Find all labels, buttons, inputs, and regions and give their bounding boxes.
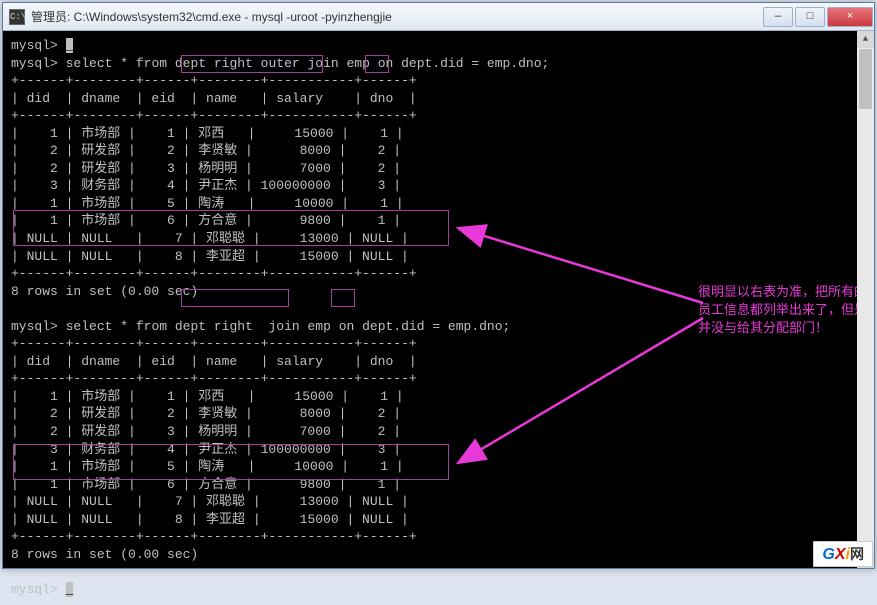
q2-kw2: on: [339, 319, 355, 334]
table-row: | NULL | NULL | 7 | 邓聪聪 | 13000 | NULL |: [11, 231, 409, 246]
annotation-line: 并没与给其分配部门！: [698, 319, 868, 337]
annotation-line: 很明显以右表为准，把所有的: [698, 283, 868, 301]
cmd-icon: C:\: [9, 9, 25, 25]
table-row: | NULL | NULL | 8 | 李亚超 | 15000 | NULL |: [11, 249, 409, 264]
sep: +------+--------+------+--------+-------…: [11, 336, 417, 351]
footer: 8 rows in set (0.00 sec): [11, 547, 198, 562]
window-controls: — □ ×: [762, 7, 874, 27]
prompt: mysql>: [11, 38, 58, 53]
header: | did | dname | eid | name | salary | dn…: [11, 354, 417, 369]
q2-kw1: right join: [214, 319, 300, 334]
prompt: mysql>: [11, 319, 58, 334]
maximize-button[interactable]: □: [795, 7, 825, 27]
q1-post: dept.did = emp.dno;: [393, 56, 549, 71]
header: | did | dname | eid | name | salary | dn…: [11, 91, 417, 106]
window-title: 管理员: C:\Windows\system32\cmd.exe - mysql…: [31, 8, 762, 25]
q1-kw2: on: [378, 56, 394, 71]
q1-pre: select * from dept: [66, 56, 214, 71]
cursor: _: [66, 38, 74, 53]
table-row: | 2 | 研发部 | 3 | 杨明明 | 7000 | 2 |: [11, 424, 401, 439]
titlebar: C:\ 管理员: C:\Windows\system32\cmd.exe - m…: [3, 3, 874, 31]
prompt: mysql>: [11, 56, 58, 71]
q2-mid: emp: [300, 319, 339, 334]
prompt: mysql>: [11, 582, 58, 597]
cmd-window: C:\ 管理员: C:\Windows\system32\cmd.exe - m…: [2, 2, 875, 569]
close-button[interactable]: ×: [827, 7, 873, 27]
watermark-x: X: [835, 546, 846, 563]
annotation-text: 很明显以右表为准，把所有的 员工信息都列举出来了，但是 并没与给其分配部门！: [698, 283, 868, 338]
table-row: | 1 | 市场部 | 1 | 邓西 | 15000 | 1 |: [11, 389, 404, 404]
table-row: | 1 | 市场部 | 6 | 方合意 | 9800 | 1 |: [11, 477, 401, 492]
watermark-g: G: [822, 546, 834, 563]
table-row: | 2 | 研发部 | 3 | 杨明明 | 7000 | 2 |: [11, 161, 401, 176]
q2-pre: select * from dept: [66, 319, 214, 334]
footer: 8 rows in set (0.00 sec): [11, 284, 198, 299]
watermark: GXi网: [813, 541, 873, 567]
sep: +------+--------+------+--------+-------…: [11, 529, 417, 544]
table-row: | 1 | 市场部 | 5 | 陶涛 | 10000 | 1 |: [11, 459, 404, 474]
vertical-scrollbar[interactable]: ▲ ▼: [857, 31, 874, 568]
table-row: | 3 | 财务部 | 4 | 尹正杰 | 100000000 | 3 |: [11, 178, 401, 193]
table-row: | 1 | 市场部 | 6 | 方合意 | 9800 | 1 |: [11, 213, 401, 228]
scrollbar-thumb[interactable]: [859, 49, 872, 109]
annotation-line: 员工信息都列举出来了，但是: [698, 301, 868, 319]
table-row: | NULL | NULL | 8 | 李亚超 | 15000 | NULL |: [11, 512, 409, 527]
table-row: | 3 | 财务部 | 4 | 尹正杰 | 100000000 | 3 |: [11, 442, 401, 457]
q2-post: dept.did = emp.dno;: [354, 319, 510, 334]
watermark-wang: 网: [850, 546, 864, 562]
sep: +------+--------+------+--------+-------…: [11, 108, 417, 123]
q1-mid: emp: [339, 56, 378, 71]
table-row: | 2 | 研发部 | 2 | 李贤敏 | 8000 | 2 |: [11, 406, 401, 421]
sep: +------+--------+------+--------+-------…: [11, 73, 417, 88]
sep: +------+--------+------+--------+-------…: [11, 266, 417, 281]
sep: +------+--------+------+--------+-------…: [11, 371, 417, 386]
table-row: | NULL | NULL | 7 | 邓聪聪 | 13000 | NULL |: [11, 494, 409, 509]
table-row: | 2 | 研发部 | 2 | 李贤敏 | 8000 | 2 |: [11, 143, 401, 158]
minimize-button[interactable]: —: [763, 7, 793, 27]
table-row: | 1 | 市场部 | 1 | 邓西 | 15000 | 1 |: [11, 126, 404, 141]
q1-kw1: right outer join: [214, 56, 339, 71]
cursor: _: [66, 582, 74, 597]
scroll-up-icon[interactable]: ▲: [857, 31, 874, 48]
table-row: | 1 | 市场部 | 5 | 陶涛 | 10000 | 1 |: [11, 196, 404, 211]
